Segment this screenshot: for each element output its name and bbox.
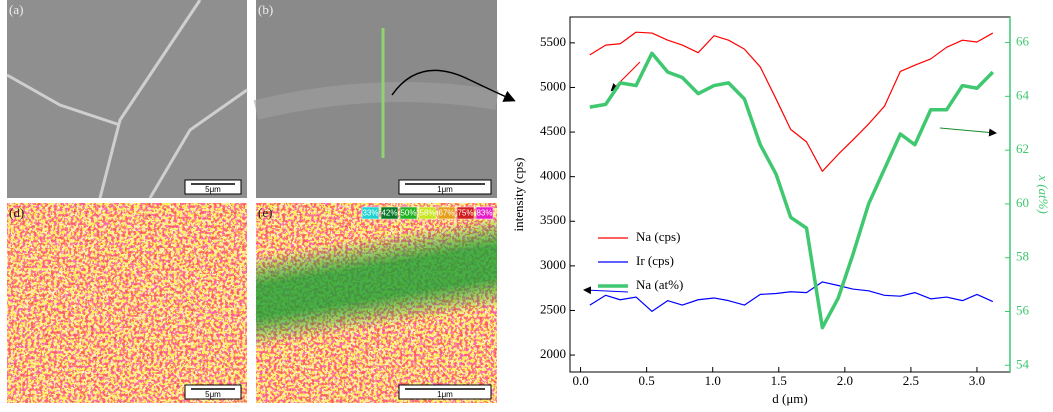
axis-arrow (939, 127, 997, 137)
y2-tick-label: 54 (1016, 356, 1030, 371)
color-key-label: 33% (362, 209, 378, 218)
legend-label: Na (at%) (636, 277, 683, 292)
y-axis-label: intensity (cps) (511, 157, 526, 231)
y-tick-label: 2000 (540, 346, 566, 361)
color-key-swatch (456, 206, 475, 220)
y-tick-label: 5500 (540, 34, 566, 49)
y2-tick-label: 56 (1016, 302, 1030, 317)
scale-bar-label: 1μm (437, 390, 453, 399)
x-tick-label: 2.0 (837, 373, 853, 388)
y-tick-label: 3500 (540, 212, 566, 227)
legend-label: Ir (cps) (636, 253, 674, 268)
color-key-label: 67% (438, 209, 454, 218)
color-key-label: 58% (419, 209, 435, 218)
scale-bar-label: 5μm (205, 185, 221, 194)
color-key-label: 83% (476, 209, 492, 218)
panel-b (253, 0, 499, 198)
y-tick-label: 3000 (540, 257, 566, 272)
color-key-label: 42% (381, 209, 397, 218)
series-line (589, 31, 994, 172)
series-line (589, 281, 994, 312)
panel-d (7, 203, 247, 403)
color-key-label: 50% (400, 209, 416, 218)
panel-label: (e) (258, 205, 272, 220)
y2-axis-label: x (at%) (1036, 174, 1051, 214)
color-key-swatch (475, 206, 494, 220)
link-arrow (391, 69, 516, 102)
color-key-swatch (380, 206, 399, 220)
scale-bar-label: 1μm (437, 185, 453, 194)
x-tick-label: 2.5 (903, 373, 919, 388)
panel-label: (b) (258, 2, 273, 17)
legend-label: Na (cps) (636, 229, 680, 244)
x-tick-label: 1.0 (705, 373, 721, 388)
x-tick-label: 0.0 (572, 373, 588, 388)
x-tick-label: 0.5 (639, 373, 655, 388)
x-axis-label: d (μm) (772, 391, 808, 406)
color-key-swatch (418, 206, 437, 220)
axis-arrow (583, 286, 629, 295)
color-key-swatch (399, 206, 418, 220)
y2-tick-label: 58 (1016, 249, 1029, 264)
y-tick-label: 4000 (540, 168, 566, 183)
y-tick-label: 5000 (540, 78, 566, 93)
y2-tick-label: 62 (1016, 141, 1029, 156)
y2-tick-label: 60 (1016, 195, 1029, 210)
color-key-label: 75% (457, 209, 473, 218)
series-line (589, 51, 995, 330)
y2-tick-label: 64 (1016, 87, 1030, 102)
color-key-swatch (361, 206, 380, 220)
panel-a (6, 0, 248, 199)
scale-bar-label: 5μm (205, 390, 221, 399)
panel-label: (a) (9, 2, 23, 17)
panel-label: (d) (9, 205, 24, 220)
panel-e (256, 203, 497, 403)
plot-frame (569, 16, 1011, 373)
x-tick-label: 3.0 (969, 373, 985, 388)
y-tick-label: 2500 (540, 301, 566, 316)
y2-tick-label: 66 (1016, 34, 1030, 49)
x-tick-label: 1.5 (771, 373, 787, 388)
y-tick-label: 4500 (540, 123, 566, 138)
color-key-swatch (437, 206, 456, 220)
